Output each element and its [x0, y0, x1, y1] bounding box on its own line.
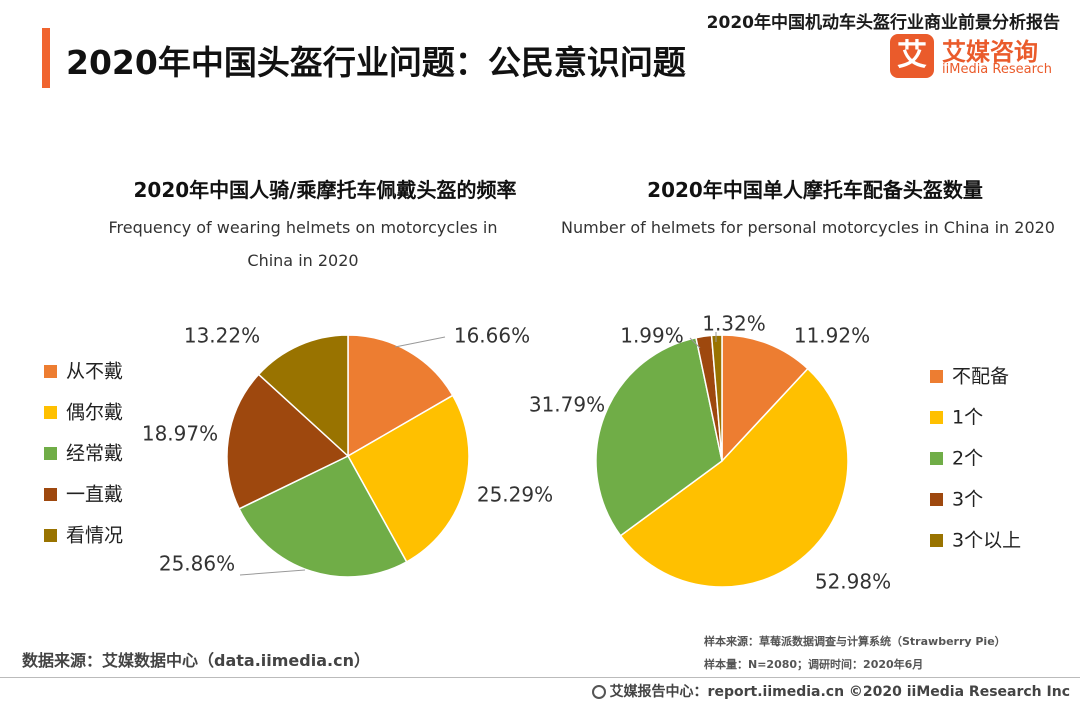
chart-2-legend-label-3: 2个 [952, 448, 983, 470]
iimedia-logo: 艾 艾媒咨询 iiMedia Research [890, 34, 1058, 80]
chart-1-data-label-1: 16.66% [454, 324, 530, 348]
chart-1-legend-label-1: 从不戴 [66, 361, 123, 383]
chart-1-leader-1 [394, 336, 446, 348]
chart-2-data-label-5: 1.32% [702, 312, 766, 336]
chart-2-data-label-4: 1.99% [620, 324, 684, 348]
chart-1-legend-swatch-2 [44, 406, 57, 419]
chart-2-legend-swatch-4 [930, 493, 943, 506]
chart-2-data-label-1: 11.92% [794, 324, 870, 348]
chart-1-data-label-2: 25.29% [477, 483, 553, 507]
chart-1-slice-1 [347, 334, 454, 458]
logo-text-en: iiMedia Research [942, 62, 1053, 77]
chart-2-slice-5 [710, 334, 723, 462]
chart-2-legend-label-1: 不配备 [952, 366, 1009, 388]
chart-2-slice-1 [721, 334, 809, 463]
chart-1-data-label-5: 13.22% [184, 324, 260, 348]
chart-2-legend-swatch-1 [930, 370, 943, 383]
footer-site-text: 艾媒报告中心：report.iimedia.cn ©2020 iiMedia R… [609, 684, 1070, 700]
chart-1-subtitle: Frequency of wearing helmets on motorcyc… [108, 218, 498, 270]
chart-2-title: 2020年中国单人摩托车配备头盔数量 [647, 178, 983, 202]
data-source: 数据来源：艾媒数据中心（data.iimedia.cn） [22, 651, 370, 670]
chart-2-legend-label-4: 3个 [952, 489, 983, 511]
chart-2-legend-label-2: 1个 [952, 407, 983, 429]
chart-2-legend-swatch-2 [930, 411, 943, 424]
chart-2-slice-2 [619, 367, 849, 588]
chart-1-legend-swatch-4 [44, 488, 57, 501]
chart-1-legend-swatch-3 [44, 447, 57, 460]
globe-icon [591, 685, 606, 699]
chart-1-slice-4 [226, 373, 350, 510]
chart-2-legend-swatch-5 [930, 534, 943, 547]
footer-site: 艾媒报告中心：report.iimedia.cn ©2020 iiMedia R… [591, 681, 1070, 701]
chart-1-data-label-4: 18.97% [142, 422, 218, 446]
chart-1-data-label-3: 25.86% [159, 552, 235, 576]
chart-1-legend-label-2: 偶尔戴 [66, 402, 123, 424]
chart-2-legend-swatch-3 [930, 452, 943, 465]
title-accent-bar [42, 28, 50, 88]
sample-source: 样本来源：草莓派数据调查与计算系统（Strawberry Pie） [704, 635, 1006, 648]
chart-1-legend-swatch-5 [44, 529, 57, 542]
chart-1-leader-3 [239, 569, 306, 576]
chart-2-data-label-2: 52.98% [815, 570, 891, 594]
chart-2-leader-4 [689, 337, 701, 349]
chart-1-slice-3 [238, 455, 408, 578]
page-title: 2020年中国头盔行业问题：公民意识问题 [66, 43, 686, 82]
logo-mark-icon: 艾 [890, 34, 934, 78]
logo-text-cn: 艾媒咨询 [942, 38, 1038, 66]
chart-1-slice-2 [346, 394, 470, 563]
chart-1-legend-label-5: 看情况 [66, 525, 123, 547]
sample-size: 样本量：N=2080；调研时间：2020年6月 [704, 658, 924, 671]
report-title: 2020年中国机动车头盔行业商业前景分析报告 [706, 13, 1060, 33]
chart-2-slice-3 [595, 336, 723, 537]
chart-1-slice-5 [257, 334, 349, 458]
footer-divider [0, 677, 1080, 678]
chart-1-legend-label-4: 一直戴 [66, 484, 123, 506]
chart-2-legend-label-5: 3个以上 [952, 530, 1021, 552]
chart-2-subtitle: Number of helmets for personal motorcycl… [561, 218, 1055, 237]
chart-1-title: 2020年中国人骑/乘摩托车佩戴头盔的频率 [133, 178, 517, 202]
chart-1-legend-swatch-1 [44, 365, 57, 378]
chart-2-data-label-3: 31.79% [529, 393, 605, 417]
chart-1-legend-label-3: 经常戴 [66, 443, 123, 465]
